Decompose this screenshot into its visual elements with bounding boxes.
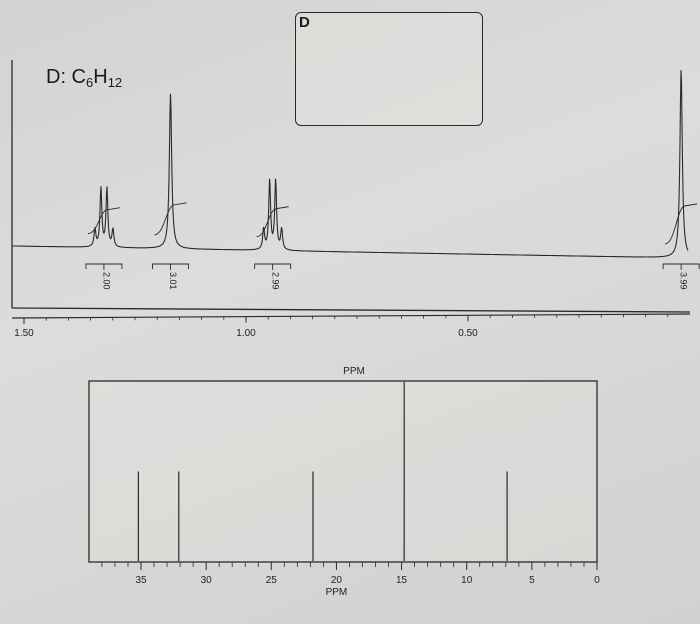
h-integration-label: 2.00 xyxy=(102,272,112,290)
c-tick-label: 10 xyxy=(461,575,473,586)
h-ppm-axis-line xyxy=(11,313,691,319)
h-integration-curve xyxy=(664,203,698,245)
c-tick-label: 5 xyxy=(529,575,535,586)
c-tick-label: 30 xyxy=(201,575,213,586)
h-spectrum-plot-bottom-border xyxy=(11,307,691,313)
h-integration-label: 3.01 xyxy=(168,272,178,290)
answer-box[interactable]: D xyxy=(295,12,483,126)
compound-formula-label: D: C6H12 xyxy=(46,66,122,90)
h-integration-curve xyxy=(256,206,289,238)
h-integration-curve xyxy=(154,202,187,236)
h-axis-label: PPM xyxy=(343,366,365,377)
h-spectrum-trace xyxy=(12,70,689,258)
c-tick-label: 35 xyxy=(135,575,147,586)
c-axis-label: PPM xyxy=(326,587,348,598)
c-tick-label: 0 xyxy=(594,575,600,586)
answer-box-letter: D xyxy=(299,14,310,31)
c-spectrum-frame xyxy=(88,380,598,563)
h-integration-curve xyxy=(87,207,120,235)
c-tick-label: 25 xyxy=(266,575,278,586)
formula-hydrogen: H xyxy=(93,66,108,88)
h-tick-label: 1.00 xyxy=(236,328,256,339)
formula-subscript-carbon: 6 xyxy=(86,75,94,90)
h-integration-label: 2.99 xyxy=(270,272,280,290)
h-tick-label: 1.50 xyxy=(14,328,34,339)
h-integration-label: 3.99 xyxy=(679,272,689,290)
c-tick-label: 15 xyxy=(396,575,408,586)
c-tick-label: 20 xyxy=(331,575,343,586)
h-tick-label: 0.50 xyxy=(458,328,478,339)
formula-prefix: D: C xyxy=(46,66,86,88)
formula-subscript-hydrogen: 12 xyxy=(107,75,123,90)
